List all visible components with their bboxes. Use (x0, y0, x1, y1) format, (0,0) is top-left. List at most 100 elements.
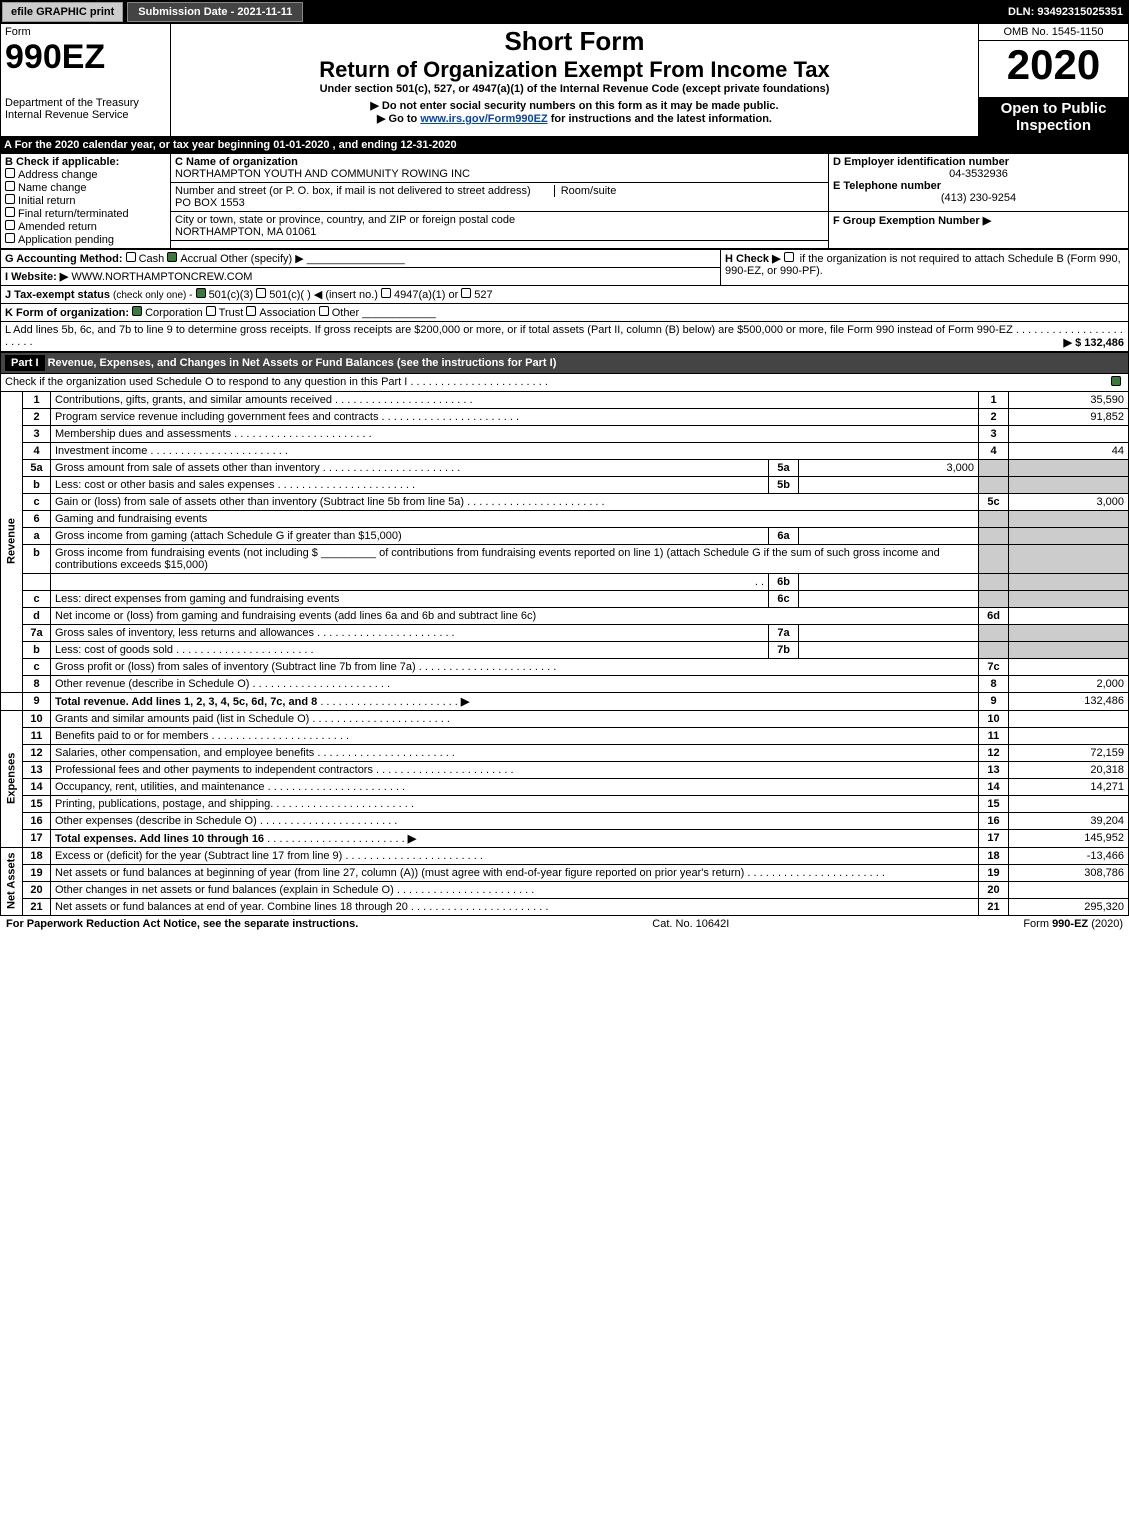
ln-16-n: 16 (979, 812, 1009, 829)
ln-20-n: 20 (979, 881, 1009, 898)
ln-15-text: Printing, publications, postage, and shi… (55, 798, 273, 810)
chk-cash[interactable]: Cash (126, 253, 165, 265)
street-label: Number and street (or P. O. box, if mail… (175, 185, 531, 197)
phone: (413) 230-9254 (833, 192, 1124, 204)
chk-accrual[interactable]: Accrual (167, 253, 217, 265)
ln-14-text: Occupancy, rent, utilities, and maintena… (55, 781, 265, 793)
expenses-vlabel: Expenses (1, 710, 23, 847)
ln-12-n: 12 (979, 744, 1009, 761)
chk-association[interactable]: Association (246, 307, 315, 319)
chk-schedule-b[interactable] (784, 252, 794, 262)
e-label: E Telephone number (833, 180, 1124, 192)
ln-7a-mid-n: 7a (769, 624, 799, 641)
form-number: 990EZ (5, 38, 166, 77)
ln-6d-n: 6d (979, 607, 1009, 624)
tax-year: 2020 (979, 41, 1128, 89)
chk-schedule-o[interactable] (1111, 376, 1121, 386)
dots (410, 376, 548, 388)
k-assoc-label: Association (259, 307, 315, 319)
city-label: City or town, state or province, country… (175, 214, 515, 226)
footer-cat: Cat. No. 10642I (652, 918, 729, 930)
dept-treasury: Department of the Treasury (5, 97, 166, 109)
accrual-label: Accrual (180, 253, 217, 265)
ln-5a-mid-n: 5a (769, 459, 799, 476)
c-label: C Name of organization (175, 156, 298, 168)
ln-17-text: Total expenses. Add lines 10 through 16 (55, 833, 264, 845)
chk-name-change-label: Name change (18, 182, 87, 194)
ln-13-amt: 20,318 (1009, 761, 1129, 778)
chk-trust[interactable]: Trust (206, 307, 244, 319)
chk-initial-return[interactable]: Initial return (5, 194, 166, 207)
website: WWW.NORTHAMPTONCREW.COM (71, 271, 252, 283)
l-text: L Add lines 5b, 6c, and 7b to line 9 to … (5, 324, 1013, 336)
chk-application-pending-label: Application pending (18, 234, 114, 246)
l-amount: ▶ $ 132,486 (1064, 336, 1124, 349)
part1-title: Revenue, Expenses, and Changes in Net As… (48, 357, 557, 369)
ln-16-text: Other expenses (describe in Schedule O) (55, 815, 257, 827)
j-501c-label: 501(c)( ) ◀ (insert no.) (269, 289, 378, 301)
ln-20-text: Other changes in net assets or fund bala… (55, 884, 394, 896)
netassets-vlabel: Net Assets (1, 847, 23, 915)
ln-2-n: 2 (979, 408, 1009, 425)
ln-6-text: Gaming and fundraising events (51, 510, 979, 527)
header-table: Form 990EZ Department of the Treasury In… (0, 24, 1129, 137)
chk-501c[interactable]: 501(c)( ) ◀ (insert no.) (256, 289, 378, 301)
chk-amended-return[interactable]: Amended return (5, 220, 166, 233)
chk-final-return[interactable]: Final return/terminated (5, 207, 166, 220)
chk-address-change[interactable]: Address change (5, 168, 166, 181)
ln-8-text: Other revenue (describe in Schedule O) (55, 678, 249, 690)
dln: DLN: 93492315025351 (1008, 6, 1129, 18)
goto-post: for instructions and the latest informat… (548, 113, 772, 125)
ln-12-amt: 72,159 (1009, 744, 1129, 761)
footer-right: Form 990-EZ (2020) (1023, 918, 1123, 930)
room-suite-label: Room/suite (554, 185, 617, 197)
ln-7c-n: 7c (979, 658, 1009, 675)
section-a-period: A For the 2020 calendar year, or tax yea… (0, 137, 1129, 153)
ln-11-text: Benefits paid to or for members (55, 730, 208, 742)
chk-corporation[interactable]: Corporation (132, 307, 202, 319)
ln-1-n: 1 (979, 391, 1009, 408)
j-527-label: 527 (474, 289, 492, 301)
ln-19-amt: 308,786 (1009, 864, 1129, 881)
efile-print-button[interactable]: efile GRAPHIC print (2, 2, 123, 22)
ln-7b-text: Less: cost of goods sold (55, 644, 173, 656)
ln-16-amt: 39,204 (1009, 812, 1129, 829)
part1-table: Part I Revenue, Expenses, and Changes in… (0, 352, 1129, 916)
short-form-title: Short Form (175, 26, 974, 57)
chk-name-change[interactable]: Name change (5, 181, 166, 194)
other-specify: Other (specify) ▶ (220, 253, 304, 265)
k-other-label: Other (332, 307, 360, 319)
chk-527[interactable]: 527 (461, 289, 492, 301)
ln-1-num: 1 (23, 391, 51, 408)
ln-3-text: Membership dues and assessments (55, 428, 231, 440)
ln-4-amt: 44 (1009, 442, 1129, 459)
ln-14-n: 14 (979, 778, 1009, 795)
d-label: D Employer identification number (833, 156, 1124, 168)
arrow-icon: ▶ (461, 696, 469, 708)
ln-18-text: Excess or (deficit) for the year (Subtra… (55, 850, 342, 862)
part1-check-text: Check if the organization used Schedule … (5, 376, 407, 388)
ln-9-amt: 132,486 (1009, 692, 1129, 710)
ln-5c-text: Gain or (loss) from sale of assets other… (55, 496, 464, 508)
ln-6b-mid-n: 6b (769, 573, 799, 590)
chk-501c3[interactable]: 501(c)(3) (196, 289, 254, 301)
ln-21-amt: 295,320 (1009, 898, 1129, 915)
ln-6d-text: Net income or (loss) from gaming and fun… (55, 610, 536, 622)
chk-4947[interactable]: 4947(a)(1) or (381, 289, 458, 301)
ln-5b-text: Less: cost or other basis and sales expe… (55, 479, 275, 491)
ln-10-n: 10 (979, 710, 1009, 727)
irs-link[interactable]: www.irs.gov/Form990EZ (420, 113, 547, 125)
revenue-vlabel: Revenue (1, 391, 23, 692)
ln-5a-text: Gross amount from sale of assets other t… (55, 462, 320, 474)
chk-other[interactable]: Other (319, 307, 360, 319)
chk-application-pending[interactable]: Application pending (5, 233, 166, 246)
top-bar: efile GRAPHIC print Submission Date - 20… (0, 0, 1129, 24)
ln-2-amt: 91,852 (1009, 408, 1129, 425)
f-label: F Group Exemption Number ▶ (833, 215, 991, 227)
ln-19-text: Net assets or fund balances at beginning… (55, 867, 744, 879)
h-label: H Check ▶ (725, 253, 781, 265)
j-4947-label: 4947(a)(1) or (394, 289, 458, 301)
k-corp-label: Corporation (145, 307, 202, 319)
return-title: Return of Organization Exempt From Incom… (175, 57, 974, 83)
ln-6c-text: Less: direct expenses from gaming and fu… (55, 593, 339, 605)
